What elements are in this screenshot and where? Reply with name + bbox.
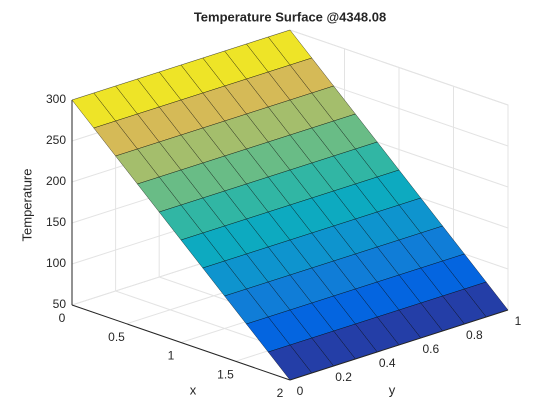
- chart-title: Temperature Surface @4348.08: [194, 9, 386, 24]
- y-tick-label: 0.8: [466, 328, 483, 342]
- x-tick-label: 1.5: [217, 367, 234, 381]
- z-tick-label: 250: [46, 133, 66, 147]
- axis-line: [71, 304, 291, 381]
- z-tick-label: 300: [46, 92, 66, 106]
- x-axis-label: x: [190, 382, 197, 397]
- x-tick-label: 1: [168, 349, 175, 363]
- z-tick-label: 150: [46, 215, 66, 229]
- y-tick-label: 0: [297, 384, 304, 398]
- z-tick-label: 100: [46, 256, 66, 270]
- x-tick-label: 0: [59, 311, 66, 325]
- y-tick-label: 0.2: [335, 370, 352, 384]
- y-tick-label: 1: [515, 314, 522, 328]
- y-tick-label: 0.6: [422, 342, 439, 356]
- x-tick-label: 2: [277, 386, 284, 400]
- axis-line: [289, 309, 509, 381]
- y-tick-label: 0.4: [379, 356, 396, 370]
- z-axis-label: Temperature: [19, 169, 34, 242]
- z-tick-label: 200: [46, 174, 66, 188]
- z-tick-label: 50: [53, 297, 67, 311]
- y-axis-label: y: [389, 382, 396, 397]
- x-tick-label: 0.5: [108, 330, 125, 344]
